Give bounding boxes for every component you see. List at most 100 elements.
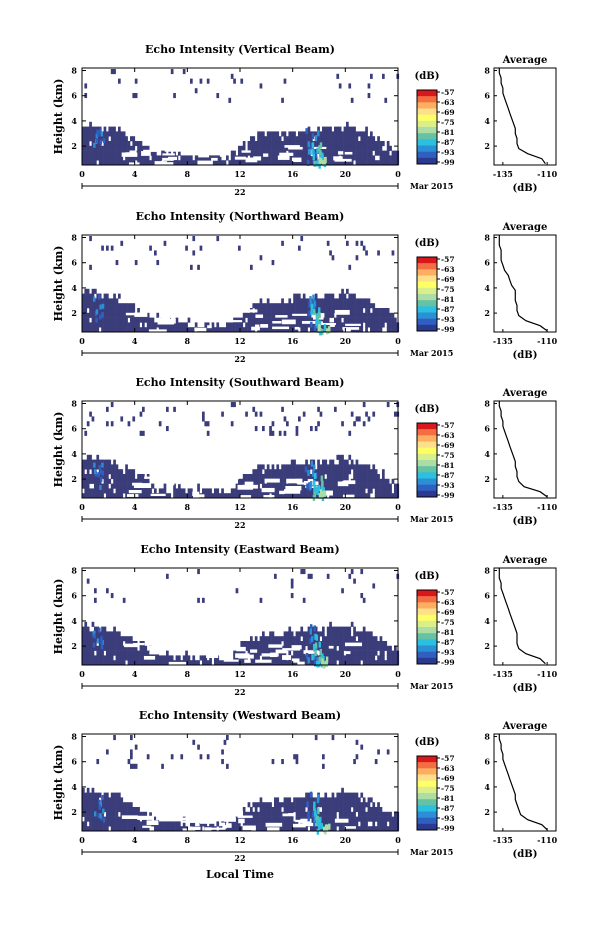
heatmap-cell [266,464,270,470]
heatmap-cell [91,826,95,832]
heatmap-cell [394,155,397,161]
heatmap-cell [257,478,260,484]
heatmap-cell [110,655,114,661]
heatmap-cell [300,811,304,817]
y-tick-label: 2 [71,474,77,484]
heatmap-cell [125,641,128,647]
heatmap-cell [384,816,388,822]
heatmap-cell [113,807,116,813]
heatmap-cell [307,645,311,651]
heatmap-cell [115,312,119,318]
heatmap-cell [259,597,263,603]
heatmap-cell [142,145,145,151]
heatmap-cell [134,826,138,832]
heatmap-cell [367,811,371,817]
heatmap-cell [348,807,352,813]
echo-core-cell [310,481,313,488]
heatmap-cell [101,821,104,827]
heatmap-cell [106,631,109,637]
heatmap-cell [216,821,220,827]
heatmap-cell [326,641,330,647]
x-tick-label: 12 [234,669,245,679]
heatmap-cell [298,816,301,822]
heatmap-cell [151,160,155,166]
heatmap-cell [127,802,131,808]
heatmap-cell [281,322,284,328]
heatmap-cell [298,650,301,656]
heatmap-cell [113,493,116,499]
heatmap-cell [252,493,256,499]
heatmap-cell [139,155,143,161]
heatmap-cell [341,631,344,637]
heatmap-cell [259,802,263,808]
heatmap-cell [362,474,366,480]
heatmap-cell [247,641,251,647]
heatmap-cell [288,298,292,304]
heatmap-cell [331,821,335,827]
heatmap-cell [125,303,128,309]
heatmap-cell [362,650,366,656]
heatmap-cell [350,145,354,151]
heatmap-cell [101,160,104,166]
colorbar-tick-label: -81 [441,128,455,137]
echo-core-cell [311,142,315,149]
heatmap-gap [282,813,296,817]
heatmap-cell [122,141,126,147]
heatmap-cell [139,474,143,480]
panel-title: Echo Intensity (Vertical Beam) [145,43,335,56]
heatmap-cell [300,826,304,832]
heatmap-cell [382,155,385,161]
colorbar-tick-label: -63 [441,98,455,107]
heatmap-cell [94,597,97,603]
heatmap-cell [262,802,265,808]
heatmap-cell [329,807,332,813]
heatmap-cell [331,655,335,661]
heatmap-cell [84,792,88,798]
heatmap-cell [358,636,361,642]
heatmap-cell [110,631,114,637]
x-tick-label: 8 [185,835,191,845]
heatmap-cell [353,141,356,147]
heatmap-cells [82,236,400,336]
heatmap-cell [262,464,265,470]
heatmap-cell [343,645,347,651]
heatmap-cell [338,626,342,632]
heatmap-cell [106,406,109,412]
colorbar-tick-label: -69 [441,275,455,284]
heatmap-cell [365,298,368,304]
heatmap-cell [348,655,352,661]
heatmap-cell [300,464,304,470]
heatmap-cell [374,141,378,147]
heatmap-cell [134,93,138,99]
heatmap-cell [336,655,340,661]
heatmap-cell [372,411,376,417]
heatmap-gap [268,644,283,648]
heatmap-cell [110,421,114,427]
echo-core-cell [309,791,313,798]
heatmap-gap [197,494,205,498]
heatmap-cell [278,807,282,813]
heatmap-cell [269,483,272,489]
heatmap-cell [367,660,371,666]
heatmap-cell [120,636,124,642]
heatmap-cell [218,327,222,333]
heatmap-cell [120,322,124,328]
heatmap-cell [302,597,306,603]
heatmap-cell [290,826,294,832]
heatmap-cell [132,317,136,323]
heatmap-cell [353,811,356,817]
heatmap-cell [286,493,289,499]
heatmap-cell [302,826,306,832]
heatmap-cell [89,650,92,656]
colorbar-unit: (dB) [415,571,440,582]
heatmap-cell [326,650,330,656]
day-label: 22 [234,354,245,364]
heatmap-cell [350,317,354,323]
heatmap-cell [353,792,356,798]
heatmap-cell [324,797,328,803]
heatmap-cell [192,250,196,256]
heatmap-cell [334,327,337,333]
heatmap-cell [257,308,260,314]
heatmap-gap [134,312,148,317]
heatmap-cell [307,573,311,579]
